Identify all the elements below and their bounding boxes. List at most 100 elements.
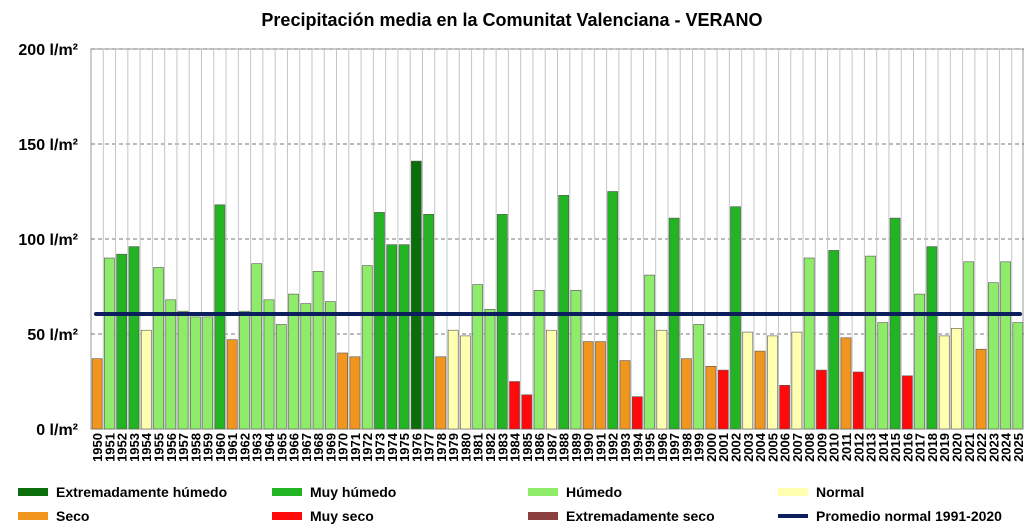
bar-1970 xyxy=(337,352,348,430)
x-tick-label: 2015 xyxy=(888,433,903,462)
x-tick-label: 2024 xyxy=(999,432,1014,462)
x-tick-label: 2009 xyxy=(814,433,829,462)
legend-swatch xyxy=(272,512,302,520)
bar-2004 xyxy=(754,350,766,430)
legend-item-normal: Normal xyxy=(778,482,864,502)
bar-1995 xyxy=(644,274,655,430)
x-tick-label: 2025 xyxy=(1011,433,1024,462)
x-tick-label: 1988 xyxy=(557,433,572,462)
x-tick-label: 1993 xyxy=(618,433,633,462)
legend-label: Extremadamente húmedo xyxy=(56,484,228,500)
bar-1998 xyxy=(681,358,692,430)
x-tick-label: 1952 xyxy=(115,433,130,462)
x-tick-label: 2012 xyxy=(851,433,866,462)
bar-1986 xyxy=(533,289,545,430)
x-tick-label: 1977 xyxy=(422,433,437,462)
bar-1954 xyxy=(140,329,152,430)
x-tick-label: 2006 xyxy=(778,433,793,462)
x-tick-label: 1972 xyxy=(360,433,375,462)
y-tick-label: 0 l/m² xyxy=(36,422,78,439)
legend-swatch xyxy=(18,488,48,496)
bar-2001 xyxy=(717,369,729,430)
x-tick-label: 1963 xyxy=(250,433,265,462)
bar-1987 xyxy=(546,329,557,430)
legend-label: Normal xyxy=(816,484,865,500)
legend-label: Húmedo xyxy=(566,484,622,500)
bar-layer xyxy=(91,160,1024,430)
bar-2013 xyxy=(865,255,876,430)
x-tick-label: 2013 xyxy=(864,433,879,462)
x-tick-label: 1995 xyxy=(643,433,658,462)
bar-1971 xyxy=(349,356,361,430)
x-tick-label: 1989 xyxy=(569,433,584,462)
bar-2015 xyxy=(889,217,901,430)
legend-item-muy-humedo: Muy húmedo xyxy=(272,482,396,502)
bar-1977 xyxy=(423,214,434,430)
bar-2003 xyxy=(742,331,754,430)
bar-1981 xyxy=(472,284,484,430)
bar-2008 xyxy=(803,257,815,430)
x-tick-label: 1961 xyxy=(225,433,240,462)
bar-2014 xyxy=(877,322,889,430)
x-tick-label: 1986 xyxy=(532,433,547,462)
x-tick-label: 2005 xyxy=(765,433,780,462)
legend-label: Muy húmedo xyxy=(310,484,397,500)
x-tick-label: 2008 xyxy=(802,433,817,462)
bar-1993 xyxy=(619,360,631,430)
bar-1975 xyxy=(398,244,410,430)
x-tick-label: 1978 xyxy=(434,433,449,462)
x-tick-label: 2007 xyxy=(790,433,805,462)
bar-1984 xyxy=(509,381,520,430)
bar-1959 xyxy=(202,316,213,430)
x-tick-label: 1968 xyxy=(311,433,326,462)
bar-1967 xyxy=(300,303,312,430)
legend: Extremadamente húmedo Muy húmedo Húmedo … xyxy=(0,478,1024,527)
x-tick-label: 1973 xyxy=(372,433,387,462)
x-tick-label: 1955 xyxy=(152,433,167,462)
x-tick-label: 1964 xyxy=(262,432,277,462)
bar-2002 xyxy=(730,206,741,430)
bar-1961 xyxy=(226,339,238,430)
legend-label: Seco xyxy=(56,508,90,524)
x-tick-label: 1982 xyxy=(483,433,498,462)
x-tick-label: 1950 xyxy=(90,433,105,462)
bar-2019 xyxy=(938,335,950,430)
x-tick-label: 1975 xyxy=(397,433,412,462)
bar-1972 xyxy=(361,265,373,430)
bar-1966 xyxy=(288,293,299,430)
y-tick-label: 50 l/m² xyxy=(27,327,78,344)
y-tick-label: 200 l/m² xyxy=(18,42,78,59)
x-tick-label: 1979 xyxy=(446,433,461,462)
bar-1969 xyxy=(325,301,336,430)
bar-1968 xyxy=(312,270,324,430)
bar-2016 xyxy=(902,375,913,430)
legend-item-muy-seco: Muy seco xyxy=(272,506,374,526)
x-tick-label: 2018 xyxy=(925,433,940,462)
x-tick-label: 1990 xyxy=(581,433,596,462)
bar-1965 xyxy=(275,324,287,430)
bar-1962 xyxy=(239,310,250,430)
bar-1963 xyxy=(251,263,263,430)
bar-1980 xyxy=(460,335,471,430)
x-tick-label: 1960 xyxy=(213,433,228,462)
x-tick-label: 1998 xyxy=(679,433,694,462)
bar-2021 xyxy=(963,261,975,430)
bar-1973 xyxy=(374,212,385,430)
legend-label: Promedio normal 1991-2020 xyxy=(816,508,1002,524)
x-tick-label: 1999 xyxy=(692,433,707,462)
bar-1985 xyxy=(521,394,533,430)
bar-2005 xyxy=(767,335,778,430)
x-tick-label: 1974 xyxy=(385,432,400,462)
bar-1958 xyxy=(190,316,201,430)
bar-1982 xyxy=(484,308,496,430)
x-tick-label: 1970 xyxy=(336,433,351,462)
x-tick-label: 1971 xyxy=(348,433,363,462)
bar-2006 xyxy=(779,384,790,430)
axis-layer: 0 l/m² 50 l/m² 100 l/m² 150 l/m² 200 l/m² 195… xyxy=(18,42,1024,462)
bar-1951 xyxy=(104,257,115,430)
bar-2023 xyxy=(987,282,999,430)
x-tick-label: 1954 xyxy=(139,432,154,462)
bar-2025 xyxy=(1012,322,1024,430)
legend-swatch xyxy=(528,488,558,496)
x-tick-label: 1966 xyxy=(287,433,302,462)
